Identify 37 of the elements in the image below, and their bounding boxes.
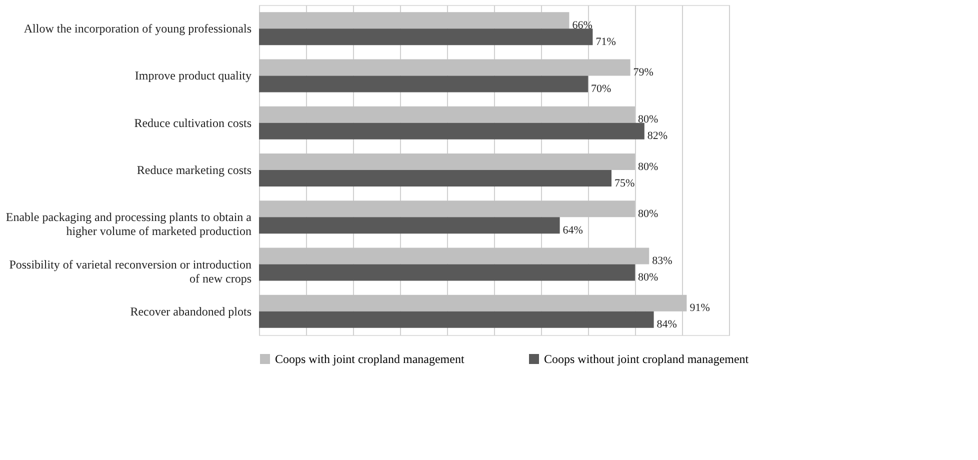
bar xyxy=(259,154,635,170)
bar xyxy=(259,248,650,264)
data-label: 83% xyxy=(652,255,672,268)
data-label: 84% xyxy=(656,318,677,331)
bar xyxy=(259,170,612,186)
bar xyxy=(259,106,635,123)
bar xyxy=(259,200,635,218)
y-tick-label: Reduce cultivation costs xyxy=(134,116,252,130)
y-tick-label: Allow the incorporation of young professionals xyxy=(24,22,252,36)
y-tick-label: Enable packaging and processing plants to obtain a higher volume of marketed production xyxy=(6,210,252,238)
data-label: 71% xyxy=(596,36,616,48)
data-label: 66% xyxy=(572,19,592,32)
y-tick-label: Reduce marketing costs xyxy=(136,163,252,177)
y-tick-label: Improve product quality xyxy=(134,68,252,83)
bar xyxy=(259,264,635,281)
legend-label: Coops with joint cropland management xyxy=(275,352,465,366)
data-label: 80% xyxy=(638,208,658,220)
bar xyxy=(259,294,687,312)
bar xyxy=(259,76,588,92)
data-label: 64% xyxy=(562,224,583,236)
y-tick-label: Recover abandoned plots xyxy=(130,304,252,318)
data-label: 70% xyxy=(591,82,612,95)
data-label: 82% xyxy=(647,130,668,142)
bar xyxy=(259,122,644,140)
legend-label: Coops without joint cropland management xyxy=(544,352,750,366)
bar xyxy=(259,12,570,29)
bar xyxy=(259,28,593,46)
data-label: 80% xyxy=(638,272,658,284)
data-label: 91% xyxy=(690,302,710,314)
y-tick-label: Possibility of varietal reconversion or introduction of new crops xyxy=(9,257,252,286)
data-label: 75% xyxy=(614,177,635,190)
data-label: 79% xyxy=(633,66,654,78)
bar xyxy=(259,311,654,328)
bar xyxy=(259,217,560,234)
data-label: 80% xyxy=(638,114,658,126)
bar xyxy=(259,59,630,76)
data-label: 80% xyxy=(638,160,658,173)
